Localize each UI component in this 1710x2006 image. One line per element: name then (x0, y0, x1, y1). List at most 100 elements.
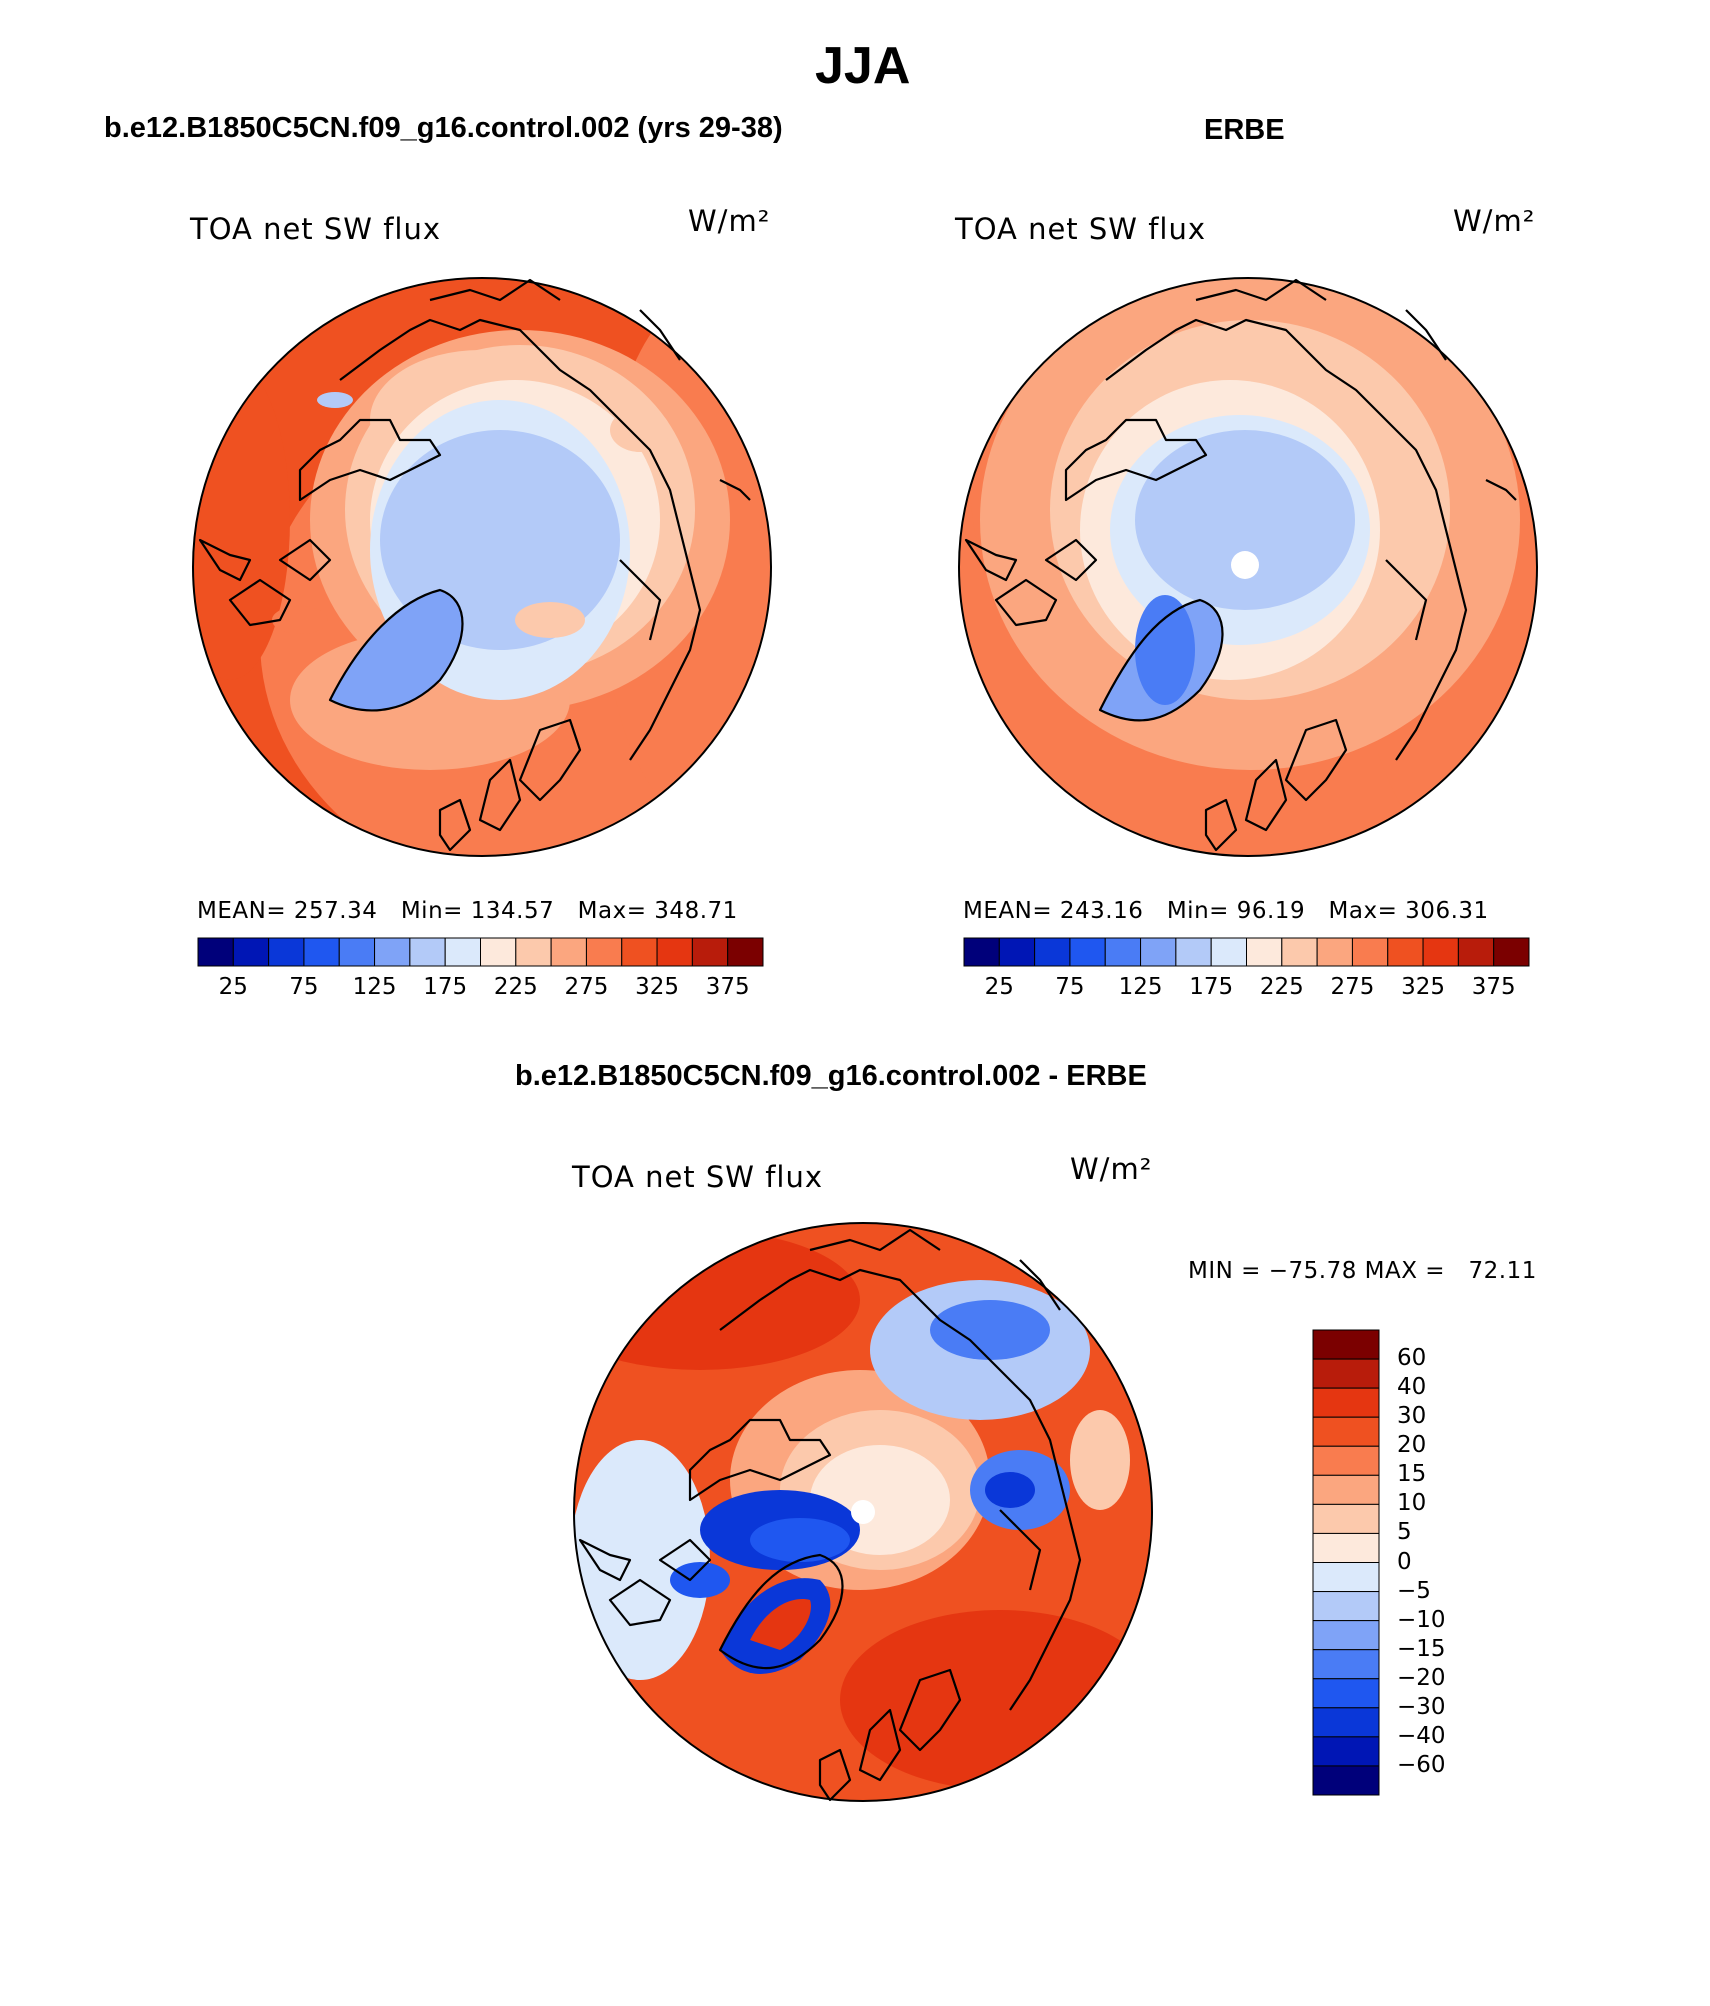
model-mean-value: 257.34 (293, 898, 378, 924)
obs-colorbar-box (1246, 937, 1283, 967)
diff-colorbar-tick-label: 10 (1397, 1490, 1427, 1517)
model-colorbar-tick-label: 375 (705, 974, 750, 1000)
model-colorbar-box (444, 937, 481, 967)
obs-colorbar-box (1104, 937, 1142, 967)
obs-colorbar-box (1140, 937, 1177, 967)
obs-colorbar-box (1175, 937, 1212, 967)
obs-colorbar-box (1457, 937, 1495, 967)
model-case-title: b.e12.B1850C5CN.f09_g16.control.002 (yrs… (104, 112, 783, 144)
obs-colorbar-box (1069, 937, 1106, 967)
obs-colorbar-tick-label: 325 (1401, 974, 1446, 1000)
obs-colorbar-tick-label: 75 (1055, 974, 1085, 1000)
diff-colorbar-tick-label: −20 (1397, 1664, 1446, 1691)
diff-colorbar-tick-label: −40 (1397, 1722, 1446, 1749)
page-title: JJA (815, 37, 911, 95)
diff-coastlines (578, 1228, 1082, 1802)
obs-max-value: 306.31 (1405, 898, 1489, 924)
diff-colorbar-box (1312, 1620, 1380, 1651)
obs-colorbar-tick-label: 275 (1330, 974, 1375, 1000)
diff-colorbar-box (1312, 1329, 1380, 1360)
diff-colorbar-tick-label: −60 (1397, 1751, 1446, 1778)
obs-min-value: 96.19 (1236, 898, 1306, 924)
obs-colorbar-box (1422, 937, 1459, 967)
obs-colorbar-tick-label: 175 (1189, 974, 1234, 1000)
obs-mean-value: 243.16 (1059, 898, 1144, 924)
diff-colorbar-box (1312, 1591, 1380, 1622)
model-colorbar-box (550, 937, 587, 967)
obs-polar-map (958, 277, 1538, 857)
diff-colorbar (1312, 1329, 1380, 1796)
diff-colorbar-box (1312, 1736, 1380, 1767)
diff-colorbar-tick-label: 40 (1397, 1374, 1427, 1401)
diff-colorbar-box (1312, 1707, 1380, 1738)
model-colorbar-box (338, 937, 376, 967)
model-colorbar-box (691, 937, 729, 967)
diff-colorbar-box (1312, 1416, 1380, 1447)
obs-colorbar-box (1387, 937, 1424, 967)
diff-colorbar-box (1312, 1765, 1380, 1796)
obs-map-border (958, 277, 1538, 857)
diff-colorbar-box (1312, 1678, 1380, 1709)
obs-colorbar-box (1493, 937, 1530, 967)
obs-colorbar-box (998, 937, 1036, 967)
obs-colorbar-box (1316, 937, 1353, 967)
model-max-label: Max= (577, 898, 647, 924)
diff-polar-map (573, 1222, 1153, 1802)
diff-colorbar-tick-label: −15 (1397, 1635, 1446, 1662)
model-colorbar-box (409, 937, 446, 967)
model-variable-label: TOA net SW flux (190, 212, 442, 246)
model-units-label: W/m² (688, 204, 771, 238)
diff-units-label: W/m² (1070, 1152, 1153, 1186)
obs-colorbar-tick-label: 225 (1259, 974, 1304, 1000)
diff-colorbar-box (1312, 1387, 1380, 1418)
diff-colorbar-box (1312, 1358, 1380, 1389)
diff-colorbar-tick-label: −30 (1397, 1693, 1446, 1720)
model-min-value: 134.57 (470, 898, 555, 924)
diff-colorbar-box (1312, 1562, 1380, 1593)
diff-colorbar-box (1312, 1503, 1380, 1534)
diff-colorbar-box (1312, 1649, 1380, 1680)
obs-min-label: Min= (1166, 898, 1229, 924)
obs-colorbar-tick-label: 125 (1118, 974, 1163, 1000)
model-colorbar-tick-label: 275 (564, 974, 609, 1000)
model-polar-map (192, 277, 772, 857)
obs-colorbar-box (1210, 937, 1247, 967)
obs-colorbar-tick-label: 375 (1471, 974, 1516, 1000)
obs-colorbar-box (1034, 937, 1071, 967)
diff-colorbar-tick-label: 30 (1397, 1403, 1427, 1430)
diff-map-border (573, 1222, 1153, 1802)
model-max-value: 348.71 (654, 898, 738, 924)
diff-case-title: b.e12.B1850C5CN.f09_g16.control.002 - ER… (515, 1060, 1147, 1092)
model-colorbar-box (727, 937, 764, 967)
diff-colorbar-tick-label: 5 (1397, 1519, 1412, 1546)
obs-variable-label: TOA net SW flux (955, 212, 1207, 246)
obs-colorbar-tick-label: 25 (984, 974, 1014, 1000)
obs-colorbar-box (963, 937, 1000, 967)
diff-colorbar-tick-label: 0 (1397, 1548, 1412, 1575)
obs-mean-label: MEAN= (963, 898, 1053, 924)
diff-colorbar-box (1312, 1532, 1380, 1563)
obs-colorbar (963, 937, 1530, 967)
model-colorbar-box (268, 937, 305, 967)
model-colorbar-box (621, 937, 658, 967)
obs-stats: MEAN= 243.16 Min= 96.19 Max= 306.31 (963, 898, 1489, 924)
model-colorbar-tick-label: 125 (352, 974, 397, 1000)
model-mean-label: MEAN= (197, 898, 287, 924)
model-colorbar-tick-label: 325 (635, 974, 680, 1000)
obs-max-label: Max= (1328, 898, 1398, 924)
model-colorbar-tick-label: 25 (218, 974, 248, 1000)
obs-colorbar-box (1281, 937, 1318, 967)
diff-colorbar-box (1312, 1474, 1380, 1505)
model-colorbar-box (480, 937, 517, 967)
model-map-border (192, 277, 772, 857)
diff-colorbar-tick-label: 60 (1397, 1345, 1427, 1372)
model-colorbar-box (515, 937, 552, 967)
model-colorbar-box (374, 937, 411, 967)
model-colorbar-box (232, 937, 270, 967)
obs-colorbar-box (1351, 937, 1389, 967)
diff-variable-label: TOA net SW flux (572, 1160, 824, 1194)
model-colorbar-tick-label: 75 (289, 974, 319, 1000)
model-colorbar-tick-label: 175 (423, 974, 468, 1000)
model-colorbar (197, 937, 764, 967)
